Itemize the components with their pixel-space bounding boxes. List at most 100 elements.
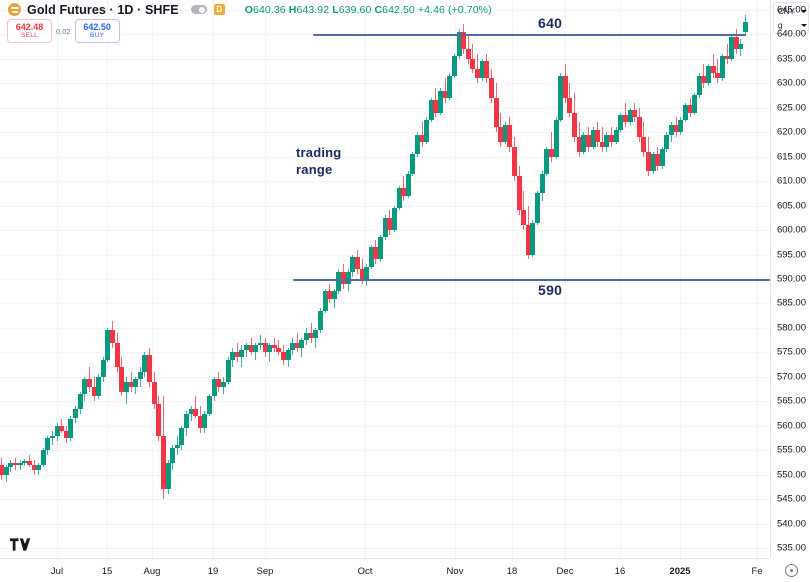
unit-label: g xyxy=(778,21,783,30)
gridline-horizontal xyxy=(0,426,770,427)
candle-body xyxy=(262,342,268,353)
candle-body xyxy=(119,367,125,392)
candle-body xyxy=(599,141,605,147)
candle-wick xyxy=(477,53,479,84)
candle-body xyxy=(68,418,74,439)
price-tick: 575.00 xyxy=(776,346,806,358)
candle-body xyxy=(627,110,633,123)
pill-toggle-icon[interactable] xyxy=(190,5,207,14)
candle-body xyxy=(197,416,203,429)
price-tick: 540.00 xyxy=(776,518,806,530)
gridline-horizontal xyxy=(0,475,770,476)
candle-body xyxy=(572,112,578,138)
candle-body xyxy=(382,217,388,238)
price-tick: 615.00 xyxy=(776,151,806,163)
price-tick: 600.00 xyxy=(776,224,806,236)
gridline-horizontal xyxy=(0,59,770,60)
resistance-line-640[interactable] xyxy=(313,34,746,37)
candle-body xyxy=(137,372,143,380)
time-axis[interactable]: Jul 15 Aug 19 Sep Oct Nov 18 Dec 16 2025 Fe xyxy=(0,558,798,582)
spread-value: 0.02 xyxy=(56,26,71,36)
ohlc-close: 642.50 xyxy=(382,3,415,16)
candle-body xyxy=(479,61,485,79)
candle-wick xyxy=(259,335,261,350)
symbol-title[interactable]: Gold Futures · 1D · SHFE xyxy=(27,2,179,17)
candle-body xyxy=(188,408,194,414)
trade-buttons[interactable]: 642.48 SELL 0.02 642.50 BUY xyxy=(7,19,120,43)
sell-button[interactable]: 642.48 SELL xyxy=(7,19,52,43)
gridline-horizontal xyxy=(0,499,770,500)
candle-body xyxy=(276,347,282,353)
candle-body xyxy=(253,345,259,353)
candle-body xyxy=(244,345,250,350)
price-tick: 635.00 xyxy=(776,53,806,65)
gridline-horizontal xyxy=(0,181,770,182)
support-line-590[interactable] xyxy=(293,279,770,281)
currency-unit-selector[interactable]: CNY g xyxy=(773,2,809,34)
candle-body xyxy=(650,154,656,172)
candle-body xyxy=(525,225,531,255)
candle-body xyxy=(645,151,651,172)
price-tick: 610.00 xyxy=(776,175,806,187)
gridline-horizontal xyxy=(0,206,770,207)
candle-body xyxy=(729,36,735,59)
candle-wick xyxy=(726,44,728,64)
price-tick: 590.00 xyxy=(776,273,806,285)
candle-body xyxy=(341,271,347,284)
gridline-horizontal xyxy=(0,108,770,109)
symbol-legend-row[interactable]: Gold Futures · 1D · SHFE D O640.36 H643.… xyxy=(8,2,492,17)
sell-label: SELL xyxy=(20,32,39,39)
price-tick: 630.00 xyxy=(776,77,806,89)
support-level-label: 590 xyxy=(538,282,563,298)
price-tick: 550.00 xyxy=(776,469,806,481)
price-tick: 625.00 xyxy=(776,102,806,114)
interval-badge[interactable]: D xyxy=(213,4,225,15)
sell-price: 642.48 xyxy=(15,21,44,32)
candle-body xyxy=(96,376,102,397)
tradingview-logo-icon xyxy=(10,538,31,551)
candle-body xyxy=(622,115,628,123)
candle-body xyxy=(609,134,615,142)
candle-wick xyxy=(19,460,21,470)
price-tick: 580.00 xyxy=(776,322,806,334)
candle-wick xyxy=(296,332,298,353)
candle-body xyxy=(743,22,748,33)
candle-body xyxy=(682,105,688,120)
gridline-vertical xyxy=(213,0,214,558)
chevron-down-icon[interactable] xyxy=(801,24,807,27)
candle-body xyxy=(706,66,712,84)
candle-body xyxy=(618,115,624,130)
unit-row[interactable]: g xyxy=(778,18,807,33)
candle-body xyxy=(678,119,684,133)
candle-body xyxy=(493,97,499,128)
candle-body xyxy=(211,379,217,397)
axis-settings-icon[interactable] xyxy=(785,564,798,577)
price-tick: 640.00 xyxy=(776,28,806,40)
price-axis[interactable]: CNY g 645.00 640.00 635.00 630.00 625.00 620.… xyxy=(770,0,810,558)
candle-body xyxy=(604,134,610,147)
candle-body xyxy=(220,381,226,387)
candle-wick xyxy=(717,58,719,84)
candle-body xyxy=(696,75,702,96)
candle-body xyxy=(438,90,444,113)
currency-row[interactable]: CNY xyxy=(778,4,807,19)
candle-body xyxy=(331,291,337,299)
buy-button[interactable]: 642.50 BUY xyxy=(74,19,120,43)
drawings-layer: 640 590 trading range xyxy=(293,15,770,298)
chevron-down-icon[interactable] xyxy=(801,10,807,13)
candle-body xyxy=(562,75,568,98)
candle-body xyxy=(401,188,407,196)
candle-body xyxy=(553,119,559,157)
candle-wick xyxy=(315,327,317,348)
candle-body xyxy=(123,381,129,392)
candle-body xyxy=(59,425,65,431)
candle-body xyxy=(313,330,319,338)
candle-body xyxy=(225,359,231,382)
candle-body xyxy=(475,68,481,79)
chart-plot-area[interactable]: 640 590 trading range xyxy=(0,0,770,558)
time-tick: Sep xyxy=(256,566,274,577)
candle-body xyxy=(299,340,305,348)
candle-body xyxy=(424,119,430,142)
candle-body xyxy=(364,266,370,279)
time-tick: 18 xyxy=(506,566,518,577)
